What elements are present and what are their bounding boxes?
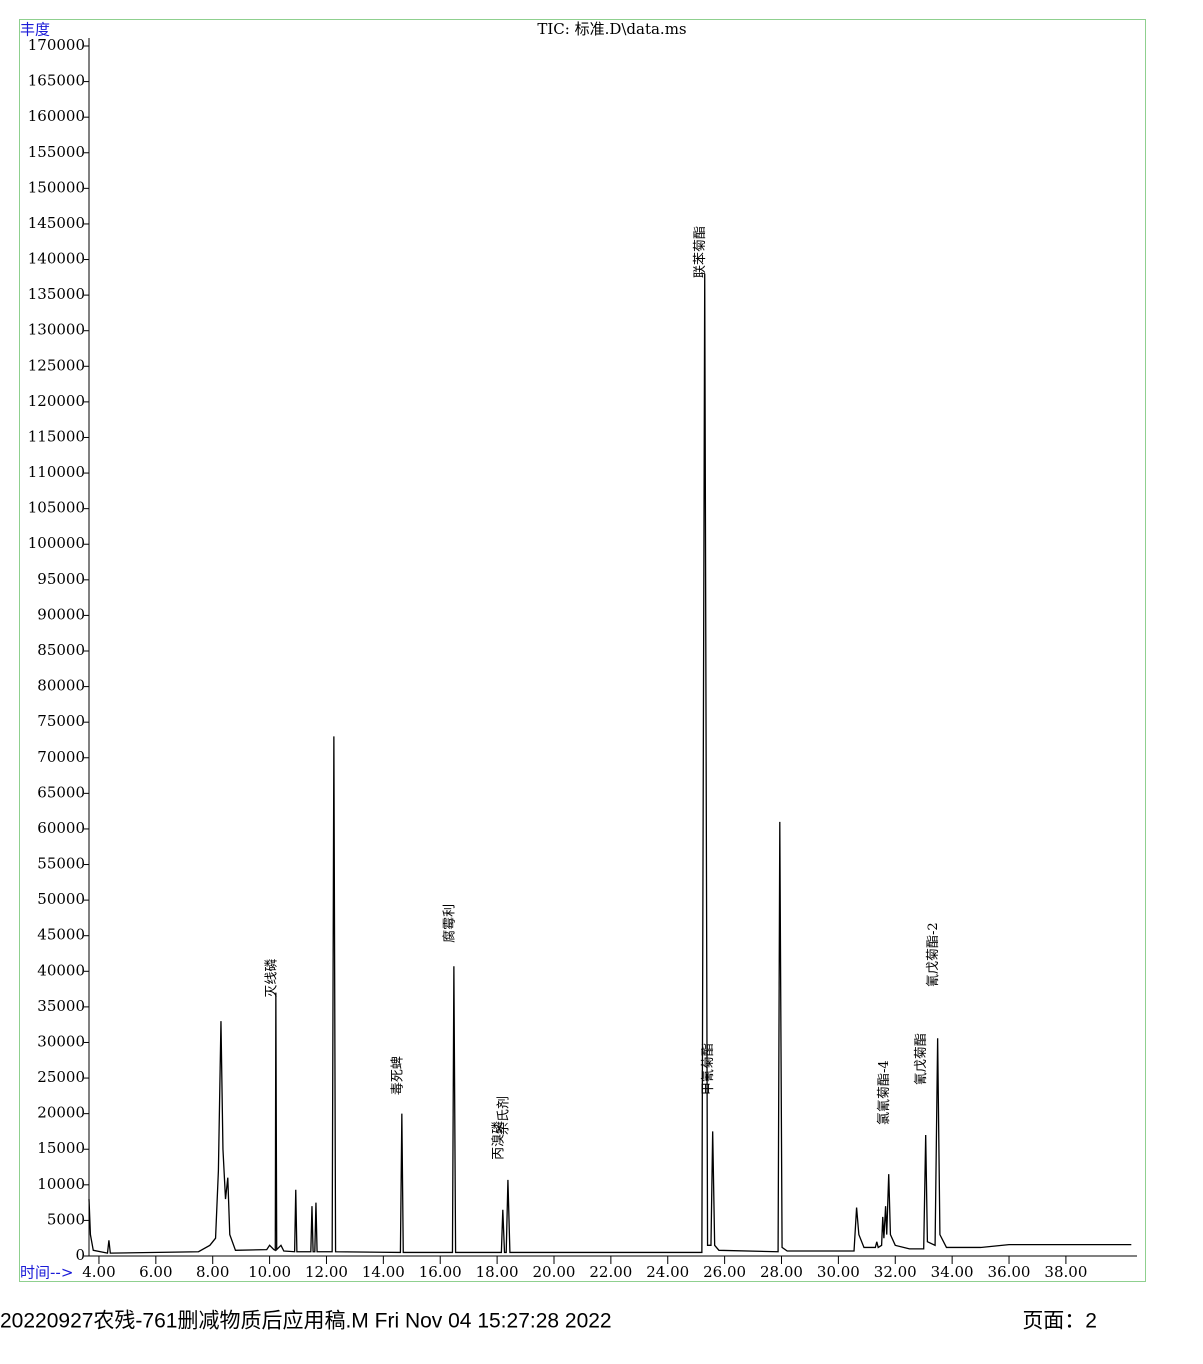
peak-label: 联苯菊酯 [693, 226, 708, 278]
y-tick-label: 90000 [37, 605, 85, 623]
peak-label: 甲氰菊酯 [700, 1043, 716, 1095]
x-tick-label: 16.00 [419, 1263, 462, 1281]
x-tick-label: 24.00 [646, 1263, 689, 1281]
x-tick-label: 18.00 [476, 1263, 519, 1281]
peak-label: 毒死蜱 [389, 1056, 405, 1095]
y-tick-label: 20000 [37, 1104, 85, 1122]
y-tick-label: 135000 [28, 285, 85, 303]
x-tick-label: 30.00 [817, 1263, 860, 1281]
y-tick-label: 170000 [28, 36, 85, 54]
tic-trace [88, 273, 1132, 1254]
footer-page: 页面：2 [1022, 1310, 1097, 1333]
peak-label: 氰戊菊酯 [913, 1033, 929, 1085]
x-tick-label: 36.00 [988, 1263, 1031, 1281]
peak-label: 灭线磷 [264, 959, 279, 998]
y-tick-label: 140000 [28, 250, 85, 268]
x-tick-label: 20.00 [533, 1263, 576, 1281]
y-tick-label: 45000 [37, 926, 85, 944]
x-tick-label: 14.00 [362, 1263, 405, 1281]
y-axis-label: 丰度 [20, 21, 50, 39]
peak-label: 氰戊菊酯-2 [925, 922, 941, 987]
x-tick-label: 6.00 [139, 1263, 172, 1281]
plot-frame [19, 19, 1146, 1282]
y-tick-label: 60000 [37, 819, 85, 837]
y-tick-label: 165000 [28, 72, 85, 90]
y-tick-label: 50000 [37, 890, 85, 908]
y-tick-label: 10000 [37, 1175, 85, 1193]
x-tick-label: 8.00 [196, 1263, 229, 1281]
y-tick-label: 130000 [28, 321, 85, 339]
y-tick-label: 80000 [37, 677, 85, 695]
x-tick-label: 28.00 [760, 1263, 803, 1281]
x-tick-label: 32.00 [874, 1263, 917, 1281]
y-tick-label: 155000 [28, 143, 85, 161]
y-tick-label: 40000 [37, 961, 85, 979]
peak-label: 丙溴磷 [491, 1121, 506, 1160]
y-tick-label: 125000 [28, 356, 85, 374]
y-tick-label: 100000 [28, 534, 85, 552]
x-tick-label: 38.00 [1044, 1263, 1087, 1281]
chart-title: TIC: 标准.D\data.ms [537, 20, 686, 38]
y-tick-label: 5000 [47, 1210, 85, 1228]
y-tick-label: 160000 [28, 107, 85, 125]
x-tick-label: 34.00 [931, 1263, 974, 1281]
y-tick-label: 0 [75, 1246, 85, 1264]
x-tick-label: 10.00 [248, 1263, 291, 1281]
peak-label: 氯氰菊酯-4 [876, 1060, 892, 1125]
y-tick-label: 95000 [37, 570, 85, 588]
y-tick-label: 85000 [37, 641, 85, 659]
y-tick-label: 55000 [37, 855, 85, 873]
y-tick-label: 120000 [28, 392, 85, 410]
peak-label: 杀氏剂 [496, 1096, 511, 1135]
y-tick-label: 25000 [37, 1068, 85, 1086]
y-tick-label: 75000 [37, 712, 85, 730]
y-tick-label: 150000 [28, 178, 85, 196]
y-tick-label: 65000 [37, 783, 85, 801]
y-tick-label: 30000 [37, 1032, 85, 1050]
footer-method: 20220927农残-761删减物质后应用稿.M Fri Nov 04 15:2… [0, 1310, 612, 1333]
x-tick-label: 26.00 [703, 1263, 746, 1281]
y-tick-label: 15000 [37, 1139, 85, 1157]
y-tick-label: 35000 [37, 997, 85, 1015]
y-tick-label: 110000 [28, 463, 85, 481]
y-tick-label: 70000 [37, 748, 85, 766]
x-axis-label: 时间--> [20, 1264, 73, 1282]
x-tick-label: 4.00 [82, 1263, 115, 1281]
x-tick-label: 12.00 [305, 1263, 348, 1281]
y-tick-label: 105000 [28, 499, 85, 517]
y-tick-label: 115000 [28, 427, 85, 445]
x-tick-label: 22.00 [589, 1263, 632, 1281]
peak-label: 腐霉利 [442, 904, 457, 943]
y-tick-label: 145000 [28, 214, 85, 232]
